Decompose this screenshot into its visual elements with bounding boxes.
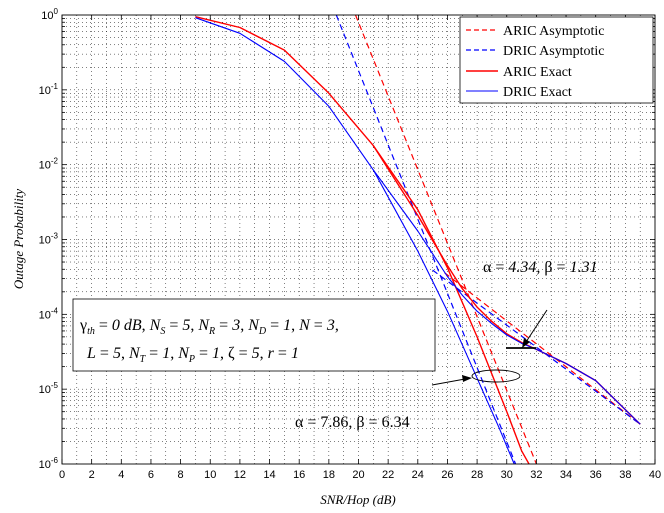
x-tick-label: 4	[118, 469, 124, 481]
parameter-line-1: γth = 0 dB, NS = 5, NR = 3, ND = 1, N = …	[79, 317, 339, 337]
upper-arrow-head	[522, 338, 530, 348]
lower-arrow-head	[462, 375, 472, 382]
legend-label-aric-exact: ARIC Exact	[503, 65, 572, 80]
x-tick-label: 40	[649, 469, 661, 481]
x-tick-label: 24	[412, 469, 424, 481]
x-tick-label: 14	[263, 469, 275, 481]
x-tick-labels: 0 2 4 6 8 10 12 14 16 18 20 22 24 26 28 30 32 34 36 38 40	[59, 469, 661, 481]
series-line-dric-exact	[195, 17, 515, 464]
x-tick-label: 32	[530, 469, 542, 481]
parameter-box	[72, 298, 436, 372]
x-tick-label: 26	[441, 469, 453, 481]
x-tick-label: 8	[178, 469, 184, 481]
y-axis-label: Outage Probability	[11, 189, 26, 289]
annotation-lower: α = 7.86, β = 6.34	[295, 414, 410, 431]
y-tick-label: 100	[41, 7, 58, 22]
series-line-dric-asymptotic	[335, 15, 517, 464]
x-tick-label: 6	[148, 469, 154, 481]
y-tick-label: 10-5	[39, 381, 59, 396]
y-tick-label: 10-2	[39, 157, 59, 172]
series-line-aric-asymptotic	[444, 272, 641, 425]
x-tick-label: 34	[560, 469, 572, 481]
series-line-aric-exact	[195, 16, 530, 464]
parameter-annotation: γth = 0 dB, NS = 5, NR = 3, ND = 1, N = …	[72, 298, 436, 372]
x-tick-label: 16	[293, 469, 305, 481]
x-tick-label: 0	[59, 469, 65, 481]
series-lines	[195, 15, 641, 464]
x-tick-label: 20	[352, 469, 364, 481]
lower-marker-ellipse	[471, 369, 521, 383]
y-tick-label: 10-1	[39, 82, 59, 97]
series-line-aric-asymptotic	[354, 15, 537, 464]
x-tick-label: 28	[471, 469, 483, 481]
annotation-upper: α = 4.34, β = 1.31	[483, 259, 598, 276]
series-line-dric-exact	[372, 169, 641, 425]
y-tick-labels: 100 10-1 10-2 10-3 10-4 10-5 10-6	[39, 7, 59, 471]
y-tick-label: 10-6	[39, 456, 59, 471]
legend-label-dric-asymptotic: DRIC Asymptotic	[503, 44, 605, 59]
x-tick-label: 36	[590, 469, 602, 481]
lower-arrow-shaft	[431, 378, 466, 386]
legend-label-dric-exact: DRIC Exact	[503, 85, 572, 100]
x-tick-label: 2	[89, 469, 95, 481]
y-tick-label: 10-3	[39, 232, 59, 247]
x-axis-label: SNR/Hop (dB)	[320, 492, 395, 507]
x-tick-label: 22	[382, 469, 394, 481]
x-tick-label: 30	[501, 469, 513, 481]
y-tick-label: 10-4	[39, 306, 59, 321]
parameter-line-2: L = 5, NT = 1, NP = 1, ζ = 5, r = 1	[86, 345, 299, 365]
series-layer	[195, 15, 641, 464]
x-tick-label: 38	[619, 469, 631, 481]
legend-label-aric-asymptotic: ARIC Asymptotic	[503, 24, 605, 39]
x-tick-label: 18	[323, 469, 335, 481]
upper-arrow-shaft	[525, 309, 548, 343]
axis-ticks	[61, 15, 656, 464]
legend: ARIC Asymptotic DRIC Asymptotic ARIC Exa…	[459, 16, 654, 104]
x-tick-label: 10	[204, 469, 216, 481]
x-tick-label: 12	[234, 469, 246, 481]
legend-box	[459, 16, 654, 104]
